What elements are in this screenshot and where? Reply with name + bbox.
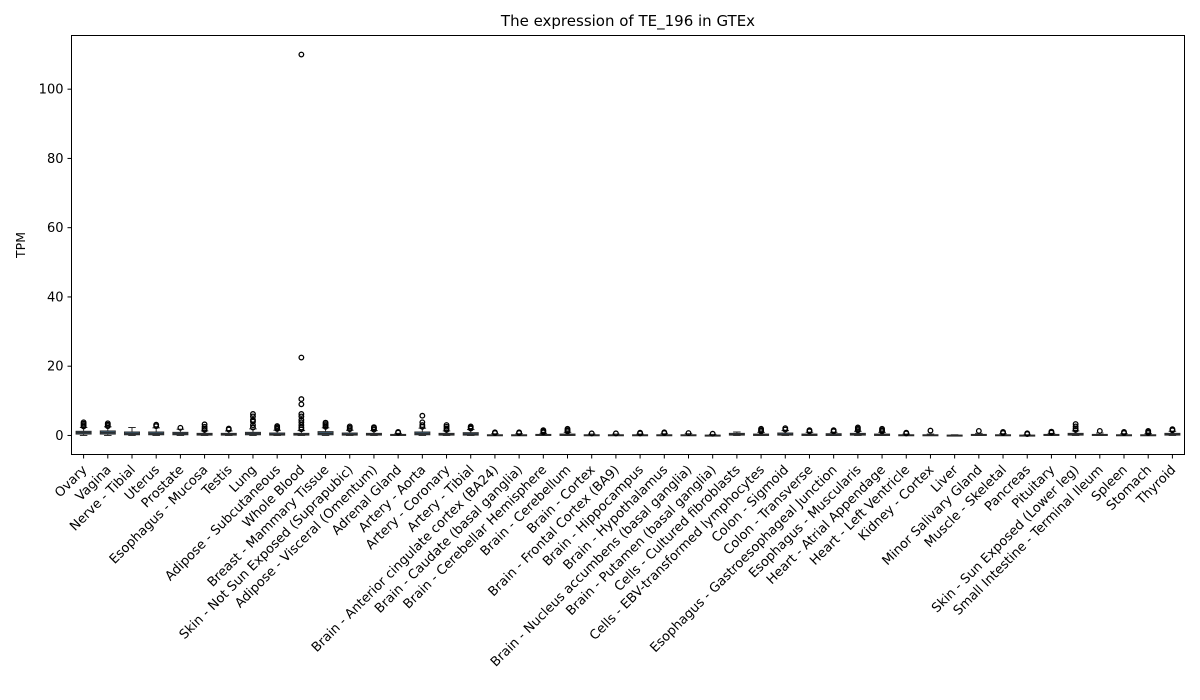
outlier-point [177, 424, 184, 431]
y-tick-label: 40 [47, 290, 64, 305]
outlier-point [491, 429, 498, 436]
outlier-point [298, 413, 305, 420]
outlier-point [298, 396, 305, 403]
outlier-point [612, 430, 619, 437]
outlier-point [540, 427, 547, 434]
outlier-point [782, 425, 789, 432]
outlier-point [419, 419, 426, 426]
outlier-point [1072, 423, 1079, 430]
y-tick-label: 100 [39, 83, 64, 98]
outlier-point [370, 424, 377, 431]
outlier-point [250, 411, 256, 417]
outlier-point [927, 427, 934, 434]
outlier-point [661, 429, 668, 436]
outlier-point [250, 413, 256, 420]
outlier-point [1024, 430, 1031, 437]
outlier-point [903, 429, 910, 436]
outlier-point [564, 425, 571, 432]
outlier-point [1145, 428, 1152, 434]
outlier-point [516, 429, 523, 436]
outlier-point [80, 419, 87, 426]
outlier-point [104, 420, 111, 427]
outlier-point [298, 411, 305, 417]
outlier-point [346, 423, 353, 430]
outlier-point [1072, 421, 1079, 427]
outlier-point [443, 422, 450, 429]
chart-title: The expression of TE_196 in GTEx [500, 12, 755, 31]
axes-frame [71, 35, 1185, 455]
outlier-point [298, 51, 305, 58]
outlier-point [201, 421, 208, 428]
outlier-point [298, 416, 305, 423]
outlier-point [975, 428, 982, 434]
outlier-point [298, 354, 305, 361]
outlier-point [298, 419, 305, 426]
y-tick-label: 60 [47, 221, 64, 236]
outlier-point [250, 416, 256, 423]
outlier-point [685, 430, 692, 436]
outlier-point [395, 429, 402, 435]
outlier-point [419, 412, 426, 419]
outlier-point [274, 423, 281, 430]
outlier-point [1000, 429, 1006, 435]
outlier-point [637, 429, 644, 436]
y-tick-label: 80 [47, 152, 64, 167]
outlier-point [709, 430, 716, 437]
outlier-point [1096, 428, 1103, 434]
y-tick-label: 20 [47, 360, 64, 375]
outlier-point [1121, 429, 1127, 435]
outlier-point [467, 423, 474, 430]
outlier-point [1169, 426, 1176, 433]
outlier-point [758, 425, 765, 432]
outlier-point [419, 422, 426, 429]
outlier-point [1048, 428, 1055, 435]
outlier-point [806, 427, 813, 434]
outlier-point [322, 419, 329, 426]
outlier-point [225, 425, 232, 432]
outlier-point [201, 423, 208, 430]
outlier-point [153, 421, 160, 428]
outlier-point [588, 430, 595, 437]
y-tick-label: 0 [55, 429, 63, 444]
outlier-point [879, 425, 886, 432]
outlier-point [854, 424, 861, 431]
outlier-point [830, 427, 837, 434]
outlier-point [250, 424, 256, 431]
y-axis-label: TPM [13, 232, 28, 259]
